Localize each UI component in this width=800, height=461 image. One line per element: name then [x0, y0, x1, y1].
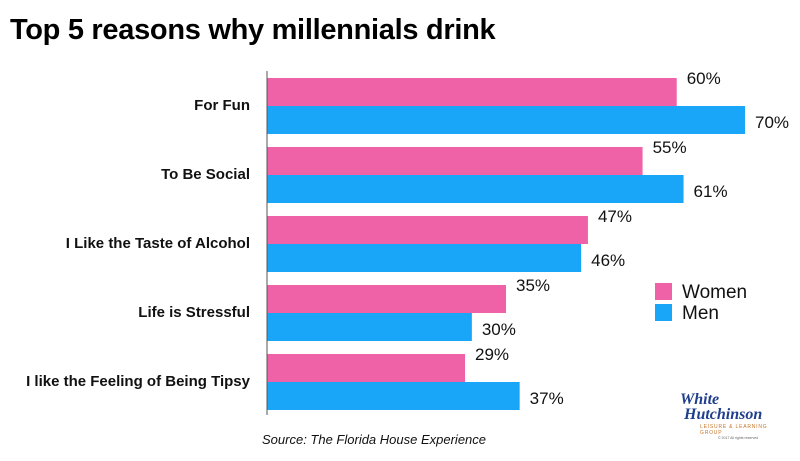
value-label-men-i-like-the-taste-of-alcohol: 46%	[591, 251, 625, 270]
bar-women-life-is-stressful	[267, 285, 506, 313]
logo-copyright: © 2017 All rights reserved	[718, 436, 759, 440]
source-note: Source: The Florida House Experience	[262, 432, 487, 447]
bars-group	[267, 78, 745, 410]
bar-women-i-like-the-taste-of-alcohol	[267, 216, 588, 244]
value-label-men-life-is-stressful: 30%	[482, 320, 516, 339]
legend-swatch-women	[655, 283, 672, 300]
value-label-women-i-like-the-feeling-of-being-tipsy: 29%	[475, 345, 509, 364]
company-logo: White Hutchinson LEISURE & LEARNING GROU…	[680, 392, 790, 454]
logo-line2: Hutchinson	[684, 406, 763, 423]
bar-women-to-be-social	[267, 147, 643, 175]
category-label-to-be-social: To Be Social	[161, 166, 250, 183]
bar-men-life-is-stressful	[267, 313, 472, 341]
bar-men-i-like-the-feeling-of-being-tipsy	[267, 382, 520, 410]
category-label-i-like-the-feeling-of-being-tipsy: I like the Feeling of Being Tipsy	[26, 373, 251, 390]
logo-tagline: LEISURE & LEARNING GROUP	[700, 424, 768, 436]
logo-line1: White	[680, 391, 720, 408]
legend-swatch-men	[655, 304, 672, 321]
labels-group: For Fun 60% 70% To Be Social 55% 61% I Like th…	[26, 69, 789, 408]
bar-women-i-like-the-feeling-of-being-tipsy	[267, 354, 466, 382]
category-label-i-like-the-taste-of-alcohol: I Like the Taste of Alcohol	[66, 235, 250, 252]
bar-men-i-like-the-taste-of-alcohol	[267, 244, 582, 272]
value-label-men-to-be-social: 61%	[694, 182, 728, 201]
bar-women-for-fun	[267, 78, 677, 106]
bar-men-for-fun	[267, 106, 745, 134]
category-label-for-fun: For Fun	[194, 97, 250, 114]
category-label-life-is-stressful: Life is Stressful	[138, 304, 250, 321]
value-label-women-life-is-stressful: 35%	[516, 276, 550, 295]
bar-men-to-be-social	[267, 175, 684, 203]
value-label-women-for-fun: 60%	[687, 69, 721, 88]
legend-label-women: Women	[682, 282, 747, 303]
value-label-women-to-be-social: 55%	[653, 138, 687, 157]
legend-label-men: Men	[682, 303, 719, 324]
value-label-men-i-like-the-feeling-of-being-tipsy: 37%	[530, 389, 564, 408]
chart-title: Top 5 reasons why millennials drink	[10, 14, 496, 46]
value-label-women-i-like-the-taste-of-alcohol: 47%	[598, 207, 632, 226]
value-label-men-for-fun: 70%	[755, 113, 789, 132]
